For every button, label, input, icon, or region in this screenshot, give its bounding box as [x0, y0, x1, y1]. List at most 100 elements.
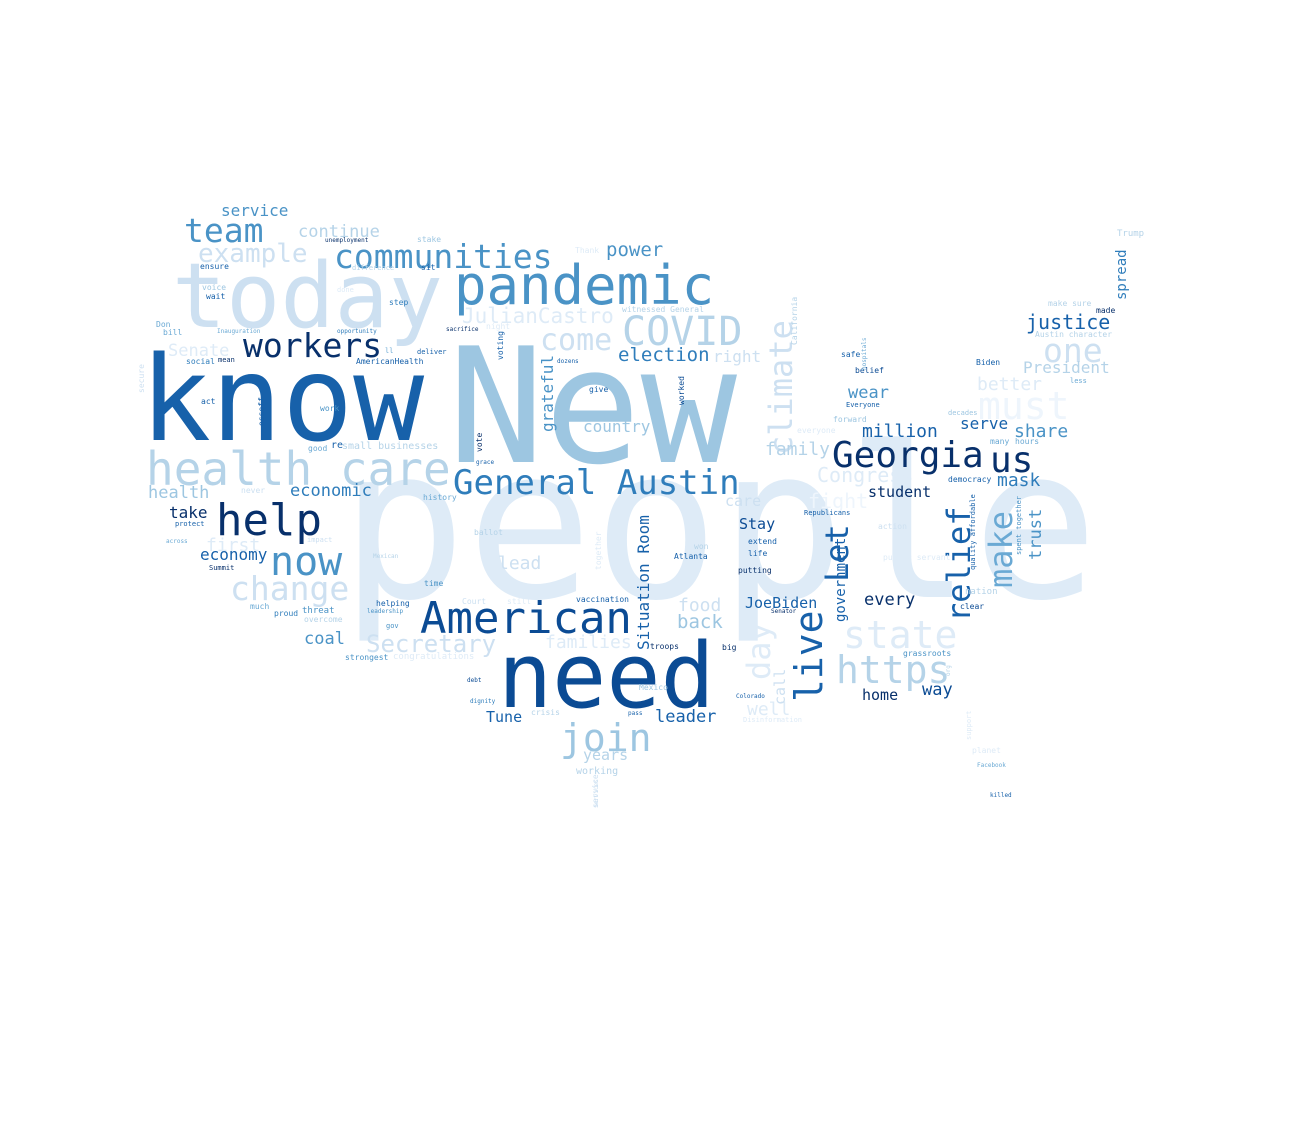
cloud-word: California — [790, 297, 799, 345]
cloud-word: join — [560, 716, 652, 760]
cloud-word: deliver — [417, 348, 447, 356]
cloud-word: today — [172, 244, 443, 349]
cloud-word: care — [725, 492, 761, 510]
cloud-word: secure — [137, 364, 146, 393]
cloud-word: time — [424, 579, 443, 588]
cloud-word: good — [308, 444, 327, 453]
cloud-word: Situation Room — [634, 515, 653, 650]
cloud-word: million — [862, 421, 938, 442]
cloud-word: first — [206, 535, 260, 556]
cloud-word: leader — [655, 707, 716, 727]
cloud-word: clear — [960, 602, 984, 611]
cloud-word: Facebook — [977, 762, 1006, 769]
cloud-word: helping — [376, 599, 410, 608]
cloud-word: back — [677, 611, 723, 633]
cloud-word: opportunity — [337, 328, 377, 335]
cloud-word: protect — [175, 520, 205, 528]
cloud-word: Congress — [817, 463, 913, 487]
cloud-word: grace — [476, 459, 494, 466]
cloud-word: come — [540, 323, 612, 358]
cloud-word: General Austin — [453, 463, 740, 503]
cloud-word: dignity — [470, 698, 496, 705]
cloud-word: way — [922, 680, 953, 700]
cloud-word: planet — [972, 746, 1001, 755]
cloud-word: give — [589, 385, 608, 394]
cloud-word: won — [694, 542, 709, 551]
cloud-word: difference — [352, 264, 394, 272]
cloud-word: Don — [156, 320, 171, 329]
cloud-word: people — [340, 402, 1099, 647]
cloud-word: sit — [421, 263, 436, 272]
cloud-word: service — [221, 201, 288, 220]
cloud-word: belief — [855, 366, 884, 375]
cloud-word: years — [583, 746, 628, 764]
cloud-word: mask — [997, 470, 1041, 491]
cloud-word: action — [878, 522, 907, 531]
cloud-word: small businesses — [342, 441, 438, 452]
cloud-word: must — [978, 384, 1070, 428]
cloud-word: American — [420, 593, 632, 644]
cloud-word: org — [945, 665, 952, 676]
cloud-word: COVID — [622, 309, 742, 355]
cloud-word: working — [576, 766, 618, 777]
cloud-word: Let — [818, 524, 856, 582]
cloud-word: Summit — [209, 564, 234, 572]
cloud-word: threat — [302, 606, 335, 616]
cloud-word: families — [545, 632, 632, 653]
cloud-word: Stay — [739, 515, 775, 533]
cloud-word: fight — [808, 489, 868, 513]
cloud-word: vote — [475, 433, 484, 452]
cloud-word: government — [833, 538, 849, 622]
cloud-word: wait — [206, 292, 225, 301]
cloud-word: call — [771, 669, 789, 705]
cloud-word: hospitals — [861, 337, 868, 370]
cloud-word: spread — [1114, 249, 1130, 300]
cloud-word: still — [507, 597, 531, 606]
cloud-word: debt — [467, 677, 482, 684]
cloud-word: service — [591, 774, 600, 808]
cloud-word: support — [965, 710, 973, 740]
cloud-word: gov — [386, 622, 399, 630]
cloud-word: less — [1070, 377, 1087, 385]
cloud-word: unemployment — [325, 237, 369, 244]
cloud-word: continue — [298, 222, 380, 242]
cloud-word: done — [337, 286, 354, 294]
cloud-word: mean — [218, 356, 235, 364]
cloud-word: services — [593, 779, 600, 808]
cloud-word: economy — [200, 545, 268, 564]
cloud-word: grassroots — [903, 649, 951, 658]
cloud-word: step — [389, 298, 408, 307]
cloud-word: coal — [304, 629, 345, 649]
cloud-word: share — [1014, 421, 1068, 442]
cloud-word: justice — [1026, 310, 1110, 334]
cloud-word: Mexico — [639, 683, 668, 692]
cloud-word: better — [977, 374, 1042, 395]
cloud-word: overcome — [304, 615, 343, 624]
cloud-word: Senator — [771, 608, 797, 615]
cloud-word: relief — [940, 506, 978, 622]
cloud-word: history — [423, 493, 457, 502]
cloud-word: Austin character — [1035, 330, 1112, 339]
cloud-word: congratulations — [393, 652, 474, 662]
cloud-word: hours — [1015, 437, 1039, 446]
cloud-word: communities — [334, 237, 553, 276]
cloud-word: Secretary — [366, 630, 496, 658]
cloud-word: right — [713, 347, 761, 366]
cloud-word: country — [583, 417, 651, 436]
cloud-word: know — [140, 330, 425, 468]
cloud-word: voice — [202, 283, 226, 292]
cloud-word: night — [486, 322, 510, 331]
cloud-word: Biden — [976, 358, 1000, 367]
cloud-word: Republicans — [804, 509, 850, 517]
cloud-word: power — [606, 239, 663, 261]
cloud-word: Senate — [168, 341, 229, 361]
cloud-word: made — [1096, 306, 1115, 315]
cloud-word: stake — [417, 235, 441, 244]
cloud-word: across — [166, 538, 188, 545]
cloud-word: make sure — [1048, 299, 1092, 308]
cloud-word: work — [320, 404, 339, 413]
cloud-word: big — [722, 643, 737, 652]
cloud-word: ll — [385, 347, 393, 355]
